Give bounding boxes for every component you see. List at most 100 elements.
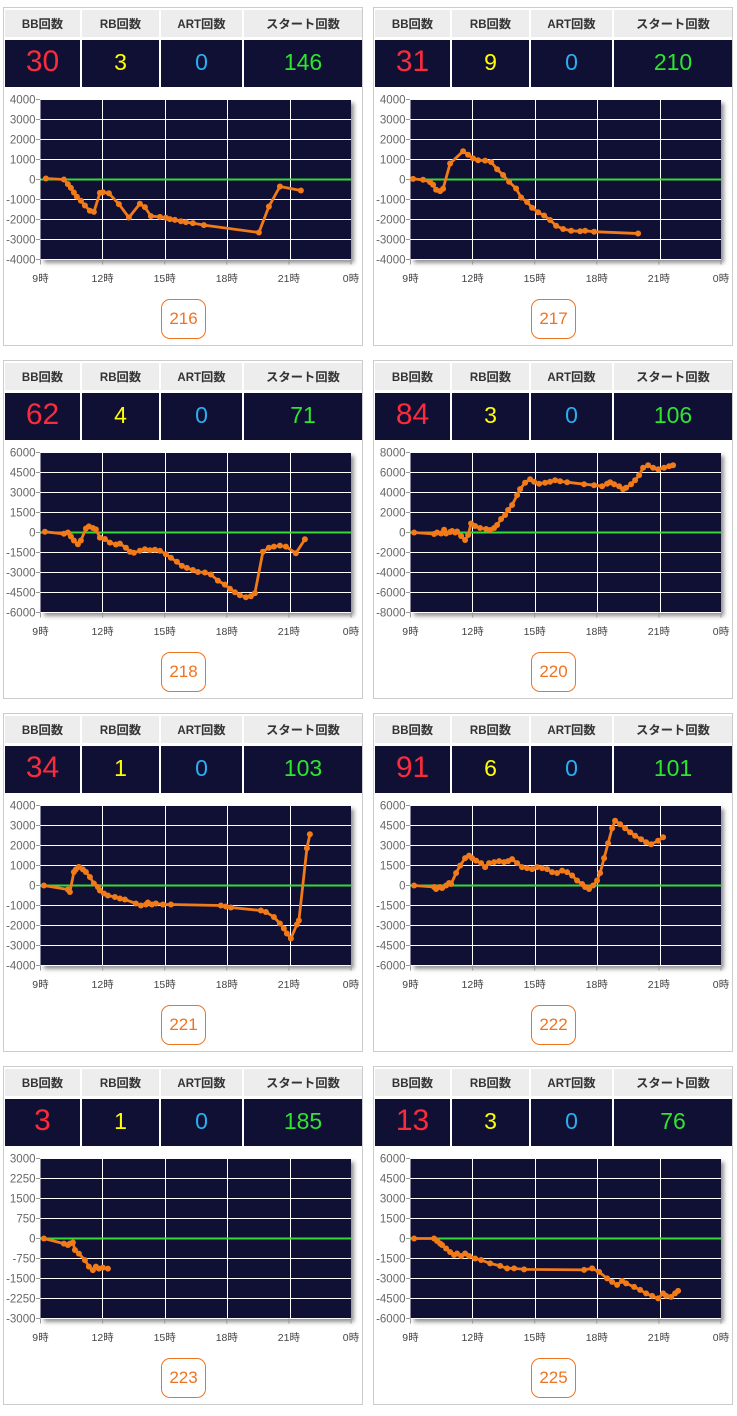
svg-text:18: 18 (216, 979, 228, 991)
svg-text:0: 0 (713, 626, 719, 638)
svg-text:ART: ART (177, 19, 201, 31)
svg-text:-1500: -1500 (376, 901, 405, 913)
svg-text:9: 9 (32, 626, 38, 638)
svg-text:4500: 4500 (10, 468, 36, 480)
svg-text:0: 0 (29, 175, 35, 187)
svg-text:-1000: -1000 (376, 195, 405, 207)
svg-text:BB: BB (392, 725, 409, 737)
svg-text:12: 12 (92, 1332, 104, 1344)
svg-text:-2000: -2000 (376, 548, 405, 560)
svg-text:0: 0 (343, 626, 349, 638)
svg-text:-4500: -4500 (6, 588, 35, 600)
svg-text:2250: 2250 (10, 1174, 36, 1186)
svg-text:9: 9 (32, 979, 38, 991)
svg-text:3000: 3000 (380, 841, 406, 853)
svg-text:-4000: -4000 (6, 961, 35, 973)
svg-text:-1500: -1500 (6, 1274, 35, 1286)
svg-text:RB: RB (470, 1078, 487, 1090)
svg-text:4500: 4500 (380, 821, 406, 833)
svg-text:3000: 3000 (10, 488, 36, 500)
svg-text:-1500: -1500 (6, 548, 35, 560)
svg-text:-4000: -4000 (6, 255, 35, 267)
svg-text:2000: 2000 (380, 508, 406, 520)
svg-text:-8000: -8000 (376, 608, 405, 620)
svg-text:0: 0 (713, 1332, 719, 1344)
svg-text:15: 15 (154, 273, 166, 285)
svg-text:-2000: -2000 (376, 215, 405, 227)
svg-text:RB: RB (470, 725, 487, 737)
svg-text:15: 15 (524, 626, 536, 638)
svg-text:12: 12 (462, 273, 474, 285)
svg-text:12: 12 (462, 1332, 474, 1344)
svg-text:BB: BB (22, 1078, 39, 1090)
svg-text:3000: 3000 (10, 115, 36, 127)
svg-text:4000: 4000 (10, 95, 36, 107)
svg-text:9: 9 (402, 273, 408, 285)
svg-text:RB: RB (100, 1078, 117, 1090)
svg-text:BB: BB (392, 19, 409, 31)
svg-text:0: 0 (29, 528, 35, 540)
svg-text:12: 12 (92, 626, 104, 638)
svg-text:-3000: -3000 (6, 941, 35, 953)
svg-text:-2000: -2000 (6, 215, 35, 227)
svg-text:-750: -750 (12, 1254, 35, 1266)
svg-text:-1000: -1000 (6, 901, 35, 913)
svg-text:21: 21 (648, 979, 660, 991)
svg-text:4500: 4500 (380, 1174, 406, 1186)
svg-text:-6000: -6000 (376, 588, 405, 600)
svg-text:21: 21 (648, 626, 660, 638)
svg-text:1500: 1500 (10, 1194, 36, 1206)
svg-text:-3000: -3000 (376, 921, 405, 933)
svg-text:15: 15 (154, 626, 166, 638)
svg-text:0: 0 (713, 273, 719, 285)
svg-text:6000: 6000 (380, 1154, 406, 1166)
svg-text:BB: BB (392, 372, 409, 384)
svg-text:18: 18 (586, 979, 598, 991)
svg-text:21: 21 (278, 273, 290, 285)
svg-text:-2250: -2250 (6, 1294, 35, 1306)
svg-text:2000: 2000 (10, 135, 36, 147)
svg-text:18: 18 (216, 1332, 228, 1344)
svg-text:18: 18 (216, 273, 228, 285)
svg-text:15: 15 (524, 273, 536, 285)
svg-text:18: 18 (586, 273, 598, 285)
svg-text:0: 0 (343, 979, 349, 991)
svg-text:3000: 3000 (10, 1154, 36, 1166)
svg-text:RB: RB (100, 725, 117, 737)
svg-text:12: 12 (462, 626, 474, 638)
svg-text:21: 21 (648, 273, 660, 285)
svg-text:3000: 3000 (380, 1194, 406, 1206)
svg-text:2000: 2000 (10, 841, 36, 853)
svg-text:BB: BB (22, 372, 39, 384)
svg-text:1000: 1000 (380, 155, 406, 167)
svg-text:-3000: -3000 (6, 235, 35, 247)
svg-text:18: 18 (586, 626, 598, 638)
svg-text:21: 21 (278, 1332, 290, 1344)
svg-text:BB: BB (22, 725, 39, 737)
svg-text:15: 15 (154, 979, 166, 991)
svg-text:-4000: -4000 (376, 568, 405, 580)
svg-text:21: 21 (278, 979, 290, 991)
svg-text:0: 0 (343, 273, 349, 285)
svg-text:BB: BB (22, 19, 39, 31)
svg-text:0: 0 (29, 1234, 35, 1246)
svg-text:18: 18 (586, 1332, 598, 1344)
svg-text:-1500: -1500 (376, 1254, 405, 1266)
svg-text:9: 9 (32, 1332, 38, 1344)
svg-text:0: 0 (399, 881, 405, 893)
svg-text:6000: 6000 (10, 448, 36, 460)
svg-text:4000: 4000 (380, 95, 406, 107)
svg-text:ART: ART (547, 372, 571, 384)
svg-text:1000: 1000 (10, 861, 36, 873)
svg-text:-6000: -6000 (6, 608, 35, 620)
svg-text:15: 15 (524, 1332, 536, 1344)
svg-text:1500: 1500 (380, 861, 406, 873)
svg-text:RB: RB (470, 372, 487, 384)
svg-text:6000: 6000 (380, 468, 406, 480)
svg-text:750: 750 (16, 1214, 35, 1226)
svg-text:18: 18 (216, 626, 228, 638)
svg-text:ART: ART (547, 725, 571, 737)
svg-text:12: 12 (462, 979, 474, 991)
svg-text:-1000: -1000 (6, 195, 35, 207)
svg-text:15: 15 (524, 979, 536, 991)
